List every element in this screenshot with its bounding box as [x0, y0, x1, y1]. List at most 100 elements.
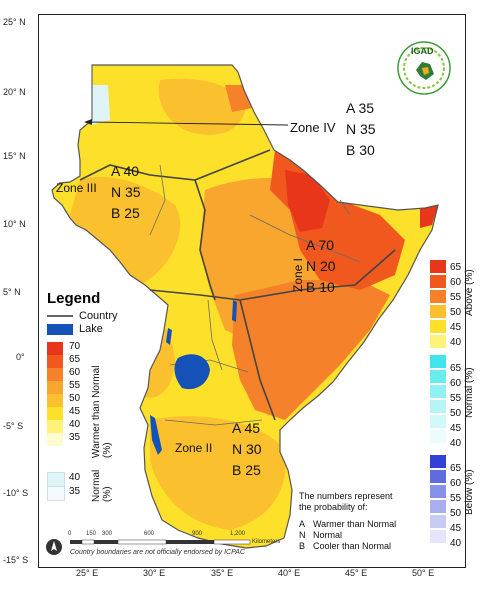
- warmer-swatch-45: [47, 407, 63, 420]
- above-value-45: 45: [450, 322, 462, 333]
- above-swatch-60: [430, 275, 446, 288]
- note-item-n: N Normal: [299, 530, 396, 541]
- normal-right-swatch-65: [430, 355, 446, 368]
- scale-bar: 0 150 300 600 900 1,200 Kilometers: [68, 531, 281, 553]
- zone3-a: A 40: [111, 163, 140, 179]
- note-label-b: Cooler than Normal: [313, 541, 392, 551]
- lat-label-20n: 20° N: [3, 87, 26, 97]
- field-normal-40: [80, 85, 110, 125]
- zone1-b: B 10: [306, 279, 335, 295]
- normal-right-value-50: 50: [450, 408, 462, 419]
- lat-label-5n: 5° N: [3, 287, 21, 297]
- below-value-65: 65: [450, 463, 462, 474]
- legend-country-label: Country: [79, 310, 118, 322]
- igad-logo-icon: IGAD: [396, 40, 452, 101]
- zone2-b: B 25: [232, 462, 261, 478]
- normal-right-value-65: 65: [450, 363, 462, 374]
- zone3-probabilities: A 40 N 35 B 25: [111, 163, 141, 221]
- zone2-a: A 45: [232, 420, 261, 436]
- warmer-swatch-35: [47, 433, 63, 446]
- warmer-swatch-40: [47, 420, 63, 433]
- below-value-55: 55: [450, 493, 462, 504]
- zone-boundary-3-1: [194, 179, 216, 301]
- probability-note: The numbers represent the probability of…: [299, 491, 396, 552]
- zone3-n: N 35: [111, 184, 141, 200]
- warmer-swatch-65: [47, 355, 63, 368]
- note-label-n: Normal: [313, 530, 343, 540]
- zone-boundaries: [79, 149, 396, 421]
- note-item-a: A Warmer than Normal: [299, 519, 396, 530]
- zone4-pointer-arrowhead: [84, 119, 92, 125]
- lat-label-0: 0°: [16, 352, 25, 362]
- note-intro-2: the probability of:: [299, 502, 368, 512]
- normal-ramp-title: Normal (%): [91, 469, 113, 502]
- lake-turkana: [232, 300, 237, 322]
- field-50-north: [158, 78, 245, 135]
- zone3-name: Zone III: [56, 181, 97, 195]
- above-value-40: 40: [450, 337, 462, 348]
- lake-albert: [166, 328, 172, 345]
- country-line-icon: [47, 315, 73, 317]
- normal-right-value-45: 45: [450, 423, 462, 434]
- zone1-a: A 70: [306, 237, 335, 253]
- above-value-55: 55: [450, 292, 462, 303]
- field-50-south: [150, 416, 286, 530]
- above-swatch-40: [430, 335, 446, 348]
- lat-label-10s: -10° S: [3, 488, 29, 498]
- note-intro-1: The numbers represent: [299, 491, 393, 501]
- zone2-name: Zone II: [175, 441, 213, 455]
- zone-boundary-2-inner: [239, 299, 276, 421]
- normal-right-swatch-55: [430, 385, 446, 398]
- scale-unit: Kilometers: [252, 539, 281, 545]
- above-value-65: 65: [450, 262, 462, 273]
- lat-label-15n: 15° N: [3, 151, 26, 161]
- legend-lake-row: Lake: [47, 323, 103, 335]
- warmer-value-60: 60: [69, 367, 81, 378]
- normal-value-40: 40: [69, 472, 81, 483]
- normal-swatch-35: [47, 486, 65, 501]
- scale-tick-150: 150: [86, 531, 97, 537]
- igad-logo-text: IGAD: [411, 46, 434, 56]
- country-border-2: [149, 164, 166, 236]
- lake-swatch-icon: [47, 323, 73, 335]
- note-key-a: A: [299, 519, 306, 529]
- note-item-b: B Cooler than Normal: [299, 541, 396, 552]
- zone4-n: N 35: [346, 121, 376, 137]
- lon-label-25e: 25° E: [76, 568, 99, 578]
- below-value-50: 50: [450, 508, 462, 519]
- lat-label-5s: -5° S: [3, 421, 24, 431]
- field-60-south: [232, 280, 390, 420]
- normal-right-value-40: 40: [450, 438, 462, 449]
- scale-tick-300: 300: [102, 531, 113, 537]
- lon-label-30e: 30° E: [143, 568, 166, 578]
- warmer-ramp-title: Warmer than Normal (%): [91, 365, 113, 458]
- below-swatch-50: [430, 500, 446, 513]
- normal-right-swatch-50: [430, 400, 446, 413]
- warmer-swatch-50: [47, 394, 63, 407]
- below-value-60: 60: [450, 478, 462, 489]
- below-swatch-55: [430, 485, 446, 498]
- above-ramp-title: Above (%): [464, 269, 475, 316]
- country-border-6: [164, 419, 263, 426]
- zone4-probabilities: A 35 N 35 B 30: [346, 100, 376, 158]
- above-value-60: 60: [450, 277, 462, 288]
- lat-label-25n: 25° N: [3, 17, 26, 27]
- normal-right-ramp-title: Normal (%): [464, 367, 475, 418]
- normal-right-swatch-45: [430, 415, 446, 428]
- country-border-3: [249, 214, 361, 263]
- north-arrow-icon: [45, 538, 63, 561]
- above-swatch-55: [430, 290, 446, 303]
- normal-swatch-40: [47, 472, 65, 487]
- normal-right-value-60: 60: [450, 378, 462, 389]
- lat-label-10n: 10° N: [3, 219, 26, 229]
- scale-tick-1200: 1,200: [230, 531, 246, 537]
- note-key-n: N: [299, 530, 306, 540]
- above-swatch-45: [430, 320, 446, 333]
- below-swatch-60: [430, 470, 446, 483]
- legend-lake-label: Lake: [79, 323, 103, 335]
- country-border-4: [207, 299, 223, 371]
- above-swatch-50: [430, 305, 446, 318]
- lake-victoria: [174, 354, 210, 390]
- lon-label-50e: 50° E: [412, 568, 435, 578]
- zone2-n: N 30: [232, 441, 262, 457]
